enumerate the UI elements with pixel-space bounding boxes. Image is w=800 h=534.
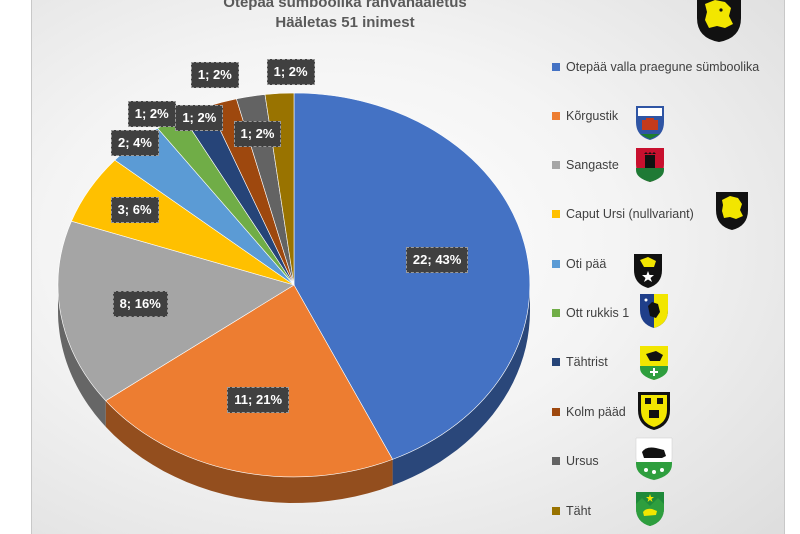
legend-swatch	[552, 161, 560, 169]
data-label-10: 1; 2%	[266, 58, 315, 85]
top-shield-icon	[695, 0, 743, 49]
legend-label: Täht	[566, 504, 592, 518]
pie-slice-1	[293, 92, 531, 460]
data-label-2: 11; 21%	[227, 387, 289, 414]
chart-title: Otepää sümboolika rahvahääletus	[223, 0, 467, 11]
pie-side-3	[58, 285, 106, 427]
data-label-6: 1; 2%	[127, 100, 176, 127]
legend-item: Täht	[552, 502, 780, 522]
legend-swatch	[552, 210, 560, 218]
legend-item: Ott rukkis 1	[552, 304, 780, 324]
legend-label: Kolm pääd	[566, 405, 626, 419]
legend-label: Oti pää	[566, 257, 607, 271]
legend-label: Tähtrist	[566, 355, 608, 369]
legend-item: Oti pää	[552, 255, 780, 275]
legend-swatch	[552, 358, 560, 366]
bear-and-star-green-hills-shield-icon	[634, 490, 666, 533]
legend-swatch	[552, 457, 560, 465]
rye-and-star-blue-yellow-shield-icon	[638, 292, 670, 335]
data-label-1: 22; 43%	[405, 246, 469, 273]
yellow-bear-head-on-black-shield-icon	[714, 190, 750, 237]
pie-side-1	[392, 285, 530, 486]
data-label-3: 8; 16%	[112, 291, 168, 318]
legend-label: Caput Ursi (nullvariant)	[566, 207, 694, 221]
bear-head-and-star-on-black-shield-icon	[632, 252, 664, 295]
legend-swatch	[552, 260, 560, 268]
legend-label: Kõrgustik	[566, 109, 619, 123]
bear-and-cross-yellow-green-shield-icon	[638, 344, 670, 387]
three-bear-heads-yellow-shield-icon	[636, 390, 672, 437]
legend-label: Otepää valla praegune sümboolika	[566, 60, 760, 74]
legend-label: Ursus	[566, 454, 599, 468]
pie-slice-2	[105, 284, 394, 478]
data-label-5: 2; 4%	[111, 130, 159, 157]
tower-on-red-green-shield-icon	[634, 146, 666, 189]
legend-item: Kõrgustik	[552, 107, 780, 127]
data-label-8: 1; 2%	[190, 61, 239, 88]
data-label-9: 1; 2%	[233, 121, 282, 148]
legend-swatch	[552, 507, 560, 515]
castle-on-blue-white-shield-icon	[634, 104, 666, 147]
legend-swatch	[552, 112, 560, 120]
legend-item: Tähtrist	[552, 353, 780, 373]
legend-item: Ursus	[552, 452, 780, 472]
legend-item: Otepää valla praegune sümboolika	[552, 58, 780, 78]
pie-side-2	[105, 400, 393, 503]
data-label-7: 1; 2%	[175, 105, 224, 132]
legend-item: Sangaste	[552, 156, 780, 176]
data-label-4: 3; 6%	[110, 197, 159, 224]
legend-item: Caput Ursi (nullvariant)	[552, 205, 780, 225]
legend-swatch	[552, 309, 560, 317]
chart-subtitle: Hääletas 51 inimest	[275, 14, 415, 31]
legend-item: Kolm pääd	[552, 403, 780, 423]
pie-slice-3	[57, 220, 295, 402]
black-bear-with-flowers-green-shield-icon	[634, 436, 674, 487]
legend-label: Sangaste	[566, 158, 619, 172]
legend-swatch	[552, 408, 560, 416]
legend-label: Ott rukkis 1	[566, 306, 630, 320]
legend-swatch	[552, 63, 560, 71]
